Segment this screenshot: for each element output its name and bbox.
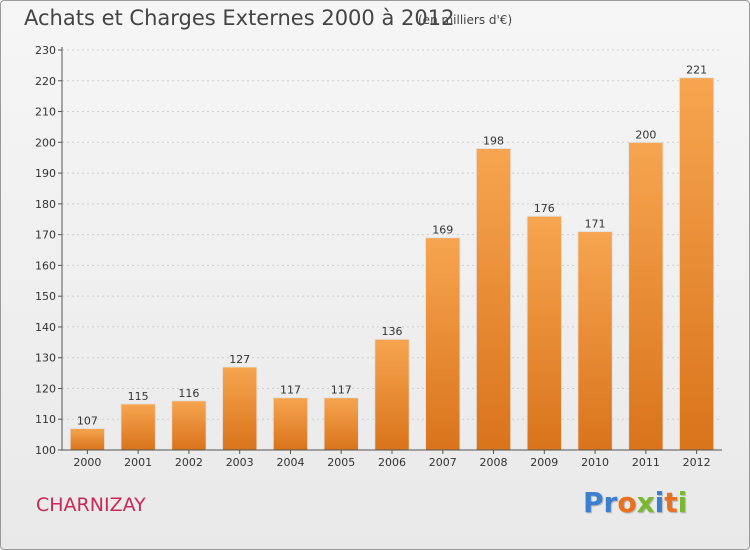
x-tick-label: 2007 — [429, 456, 457, 469]
bar-2011[interactable] — [628, 141, 664, 451]
bar-value-label: 200 — [635, 128, 656, 141]
bar-2004[interactable] — [272, 397, 309, 451]
bar-2002[interactable] — [171, 400, 207, 451]
x-tick-label: 2011 — [632, 456, 660, 469]
x-tick-label: 2003 — [226, 456, 254, 469]
y-tick-label: 100 — [35, 444, 56, 457]
y-tick-label: 200 — [35, 136, 56, 149]
logo-letter: i — [677, 486, 688, 519]
bar-2003[interactable] — [221, 366, 258, 451]
x-tick-label: 2006 — [378, 456, 406, 469]
y-tick-label: 140 — [35, 321, 56, 334]
logo-letter: x — [636, 486, 655, 519]
x-tick-label: 2009 — [530, 456, 558, 469]
bar-value-label: 115 — [128, 390, 149, 403]
x-tick-label: 2004 — [276, 456, 304, 469]
bar-value-label: 176 — [534, 202, 555, 215]
proxiti-logo[interactable]: Proxiti — [583, 486, 687, 519]
x-tick-label: 2010 — [581, 456, 609, 469]
bar-2007[interactable] — [425, 237, 461, 451]
bar-2006[interactable] — [374, 338, 410, 451]
bar-value-label: 169 — [432, 224, 453, 237]
logo-letter: t — [664, 486, 678, 519]
bar-2005[interactable] — [323, 397, 359, 451]
y-tick-label: 170 — [35, 229, 56, 242]
bar-value-label: 136 — [382, 325, 403, 338]
bar-2008[interactable] — [475, 147, 512, 451]
commune-name: CHARNIZAY — [36, 494, 146, 516]
y-tick-label: 190 — [35, 167, 56, 180]
logo-letter: r — [603, 486, 618, 519]
bar-value-label: 198 — [483, 134, 504, 147]
bar-value-label: 117 — [280, 384, 301, 397]
y-tick-label: 230 — [35, 44, 56, 57]
bar-2000[interactable] — [69, 427, 106, 451]
y-tick-label: 210 — [35, 106, 56, 119]
bar-2010[interactable] — [577, 231, 613, 451]
x-tick-label: 2001 — [124, 456, 152, 469]
bar-value-label: 221 — [686, 64, 707, 77]
y-tick-label: 150 — [35, 290, 56, 303]
bar-2001[interactable] — [120, 403, 156, 451]
bar-2012[interactable] — [678, 77, 715, 451]
logo-letter: i — [654, 486, 665, 519]
bar-value-label: 127 — [229, 353, 250, 366]
y-tick-label: 180 — [35, 198, 56, 211]
bar-value-label: 116 — [178, 387, 199, 400]
x-tick-label: 2005 — [327, 456, 355, 469]
y-tick-label: 110 — [35, 413, 56, 426]
chart-subtitle: (en milliers d'€) — [418, 13, 513, 27]
x-tick-label: 2000 — [73, 456, 101, 469]
bar-value-label: 171 — [585, 218, 606, 231]
logo-letter: P — [583, 486, 604, 519]
y-tick-label: 160 — [35, 259, 56, 272]
bar-value-label: 117 — [331, 384, 352, 397]
x-tick-label: 2012 — [683, 456, 711, 469]
x-tick-label: 2002 — [175, 456, 203, 469]
y-tick-label: 220 — [35, 75, 56, 88]
bar-value-label: 107 — [77, 414, 98, 427]
y-tick-label: 120 — [35, 382, 56, 395]
logo-letter: o — [617, 486, 637, 519]
x-tick-label: 2008 — [480, 456, 508, 469]
y-tick-label: 130 — [35, 352, 56, 365]
chart-title: Achats et Charges Externes 2000 à 2012 — [24, 6, 455, 30]
bar-2009[interactable] — [526, 215, 563, 451]
